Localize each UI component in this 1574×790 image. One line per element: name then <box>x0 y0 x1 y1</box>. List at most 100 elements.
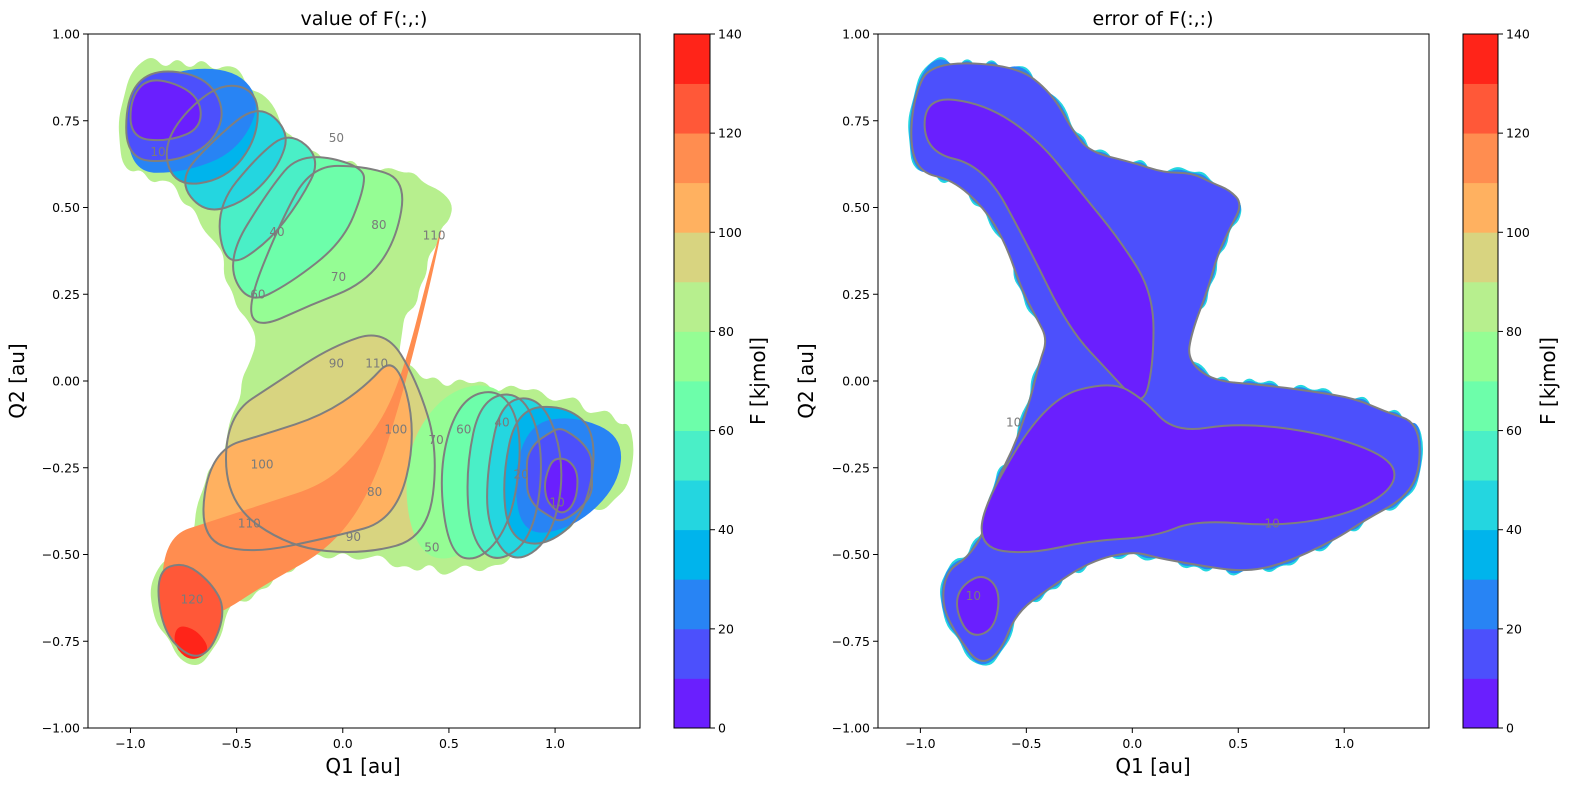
colorbar-level <box>674 430 710 481</box>
y-tick-label: 0.00 <box>842 374 870 389</box>
colorbar-tick-label: 80 <box>718 324 734 339</box>
x-tick-label: −1.0 <box>115 736 145 751</box>
value-contour-line <box>129 79 202 142</box>
value-contour-labels: 10 50 40 60 70 80 110 90 110 100 100 110 80 70 60 90 50 4… <box>150 131 564 607</box>
y-tick-label: −1.00 <box>42 721 80 736</box>
colorbar-level <box>1463 480 1498 531</box>
colorbar-level <box>674 678 710 729</box>
contour-value-label: 90 <box>346 530 361 544</box>
contour-value-label: 60 <box>250 287 265 301</box>
contour-value-label: 40 <box>494 416 509 430</box>
colorbar-level <box>1463 579 1498 630</box>
colorbar-level <box>1463 430 1498 481</box>
colorbar-tick-label: 40 <box>1506 522 1522 537</box>
value-contour-line <box>440 391 521 560</box>
x-tick-label: 0.5 <box>1228 736 1248 751</box>
value-contour-line <box>486 397 563 559</box>
contour-value-label: 80 <box>367 485 382 499</box>
colorbar-level <box>674 281 710 332</box>
y-tick-label: −0.75 <box>42 634 80 649</box>
value-level-region <box>162 230 442 625</box>
colorbar-level <box>1463 281 1498 332</box>
contour-value-label: 60 <box>456 423 471 437</box>
contour-value-label: 10 <box>150 145 165 159</box>
error-band-0 <box>980 384 1396 554</box>
value-contour-line <box>202 364 413 552</box>
y-tick-label: 0.75 <box>52 113 80 128</box>
value-level-region <box>233 157 364 298</box>
colorbar-tick-label: 60 <box>1506 423 1522 438</box>
colorbar-level <box>674 133 710 184</box>
y-tick-label: −0.75 <box>832 634 870 649</box>
colorbar-level <box>674 34 710 84</box>
value-contour-line <box>250 164 404 324</box>
colorbar-level <box>1463 628 1498 679</box>
colorbar-tick-label: 140 <box>1506 27 1530 42</box>
y-tick-label: 1.00 <box>842 27 870 42</box>
colorbar-tick-label: 140 <box>718 27 742 42</box>
x-tick-label: 0.0 <box>1122 736 1142 751</box>
value-contour-line <box>184 110 287 211</box>
contour-value-label: 70 <box>429 433 444 447</box>
x-tick-label: 1.0 <box>1334 736 1354 751</box>
colorbar-frame <box>1462 33 1499 729</box>
colorbar-level <box>1463 678 1498 729</box>
colorbar-tick-label: 40 <box>718 522 734 537</box>
contour-value-label: 50 <box>424 541 439 555</box>
colorbar-level <box>1463 381 1498 431</box>
colorbar-level <box>674 381 710 431</box>
x-tick-label: 1.0 <box>545 736 565 751</box>
colorbar-level <box>674 628 710 679</box>
contour-value-label: 120 <box>181 593 204 607</box>
contour-value-label: 110 <box>238 516 261 530</box>
colorbar-level <box>1463 529 1498 580</box>
x-tick-label: 0.5 <box>439 736 459 751</box>
contour-value-label: 100 <box>251 457 274 471</box>
value-y-ticks: −1.00 −0.75 −0.50 −0.25 0.00 0.25 0.50 0.75 1.00 <box>42 27 88 736</box>
colorbar-tick-label: 0 <box>1506 721 1514 736</box>
contour-value-label: 90 <box>329 357 344 371</box>
colorbar-tick-label: 120 <box>718 126 742 141</box>
value-contour-line <box>466 393 542 559</box>
colorbar-frame <box>673 33 711 729</box>
value-contour-line <box>125 70 223 162</box>
value-panel-title: value of F(:,:) <box>301 8 428 30</box>
value-contour-line <box>218 136 317 262</box>
colorbar-level <box>1463 232 1498 283</box>
colorbar-tick-label: 100 <box>718 225 742 240</box>
y-tick-label: 1.00 <box>52 27 80 42</box>
colorbar-tick-label: 120 <box>1506 126 1530 141</box>
contour-value-label: 110 <box>423 228 446 242</box>
x-tick-label: 0.0 <box>333 736 353 751</box>
value-level-region <box>158 564 223 656</box>
value-colorbar-ticks: 0 20 40 60 80 100 120 140 <box>710 27 742 736</box>
value-x-axis-label: Q1 [au] <box>325 754 400 778</box>
contour-value-label: 40 <box>269 225 284 239</box>
y-tick-label: −1.00 <box>832 721 870 736</box>
colorbar-level <box>674 182 710 233</box>
colorbar-level <box>674 83 710 134</box>
x-tick-label: −1.0 <box>905 736 935 751</box>
value-contour-line <box>543 457 579 514</box>
colorbar-tick-label: 60 <box>718 423 734 438</box>
value-panel: value of F(:,:) 10 50 40 60 70 80 110 90 110 100 1… <box>5 8 770 778</box>
colorbar-level <box>1463 133 1498 184</box>
error-contour-labels: 10 10 10 <box>966 416 1280 604</box>
y-tick-label: −0.50 <box>42 547 80 562</box>
contour-value-label: 10 <box>550 495 565 509</box>
value-contour-line <box>165 84 259 185</box>
contour-value-label: 20 <box>513 468 528 482</box>
value-x-ticks: −1.0 −0.5 0.0 0.5 1.0 <box>115 728 565 751</box>
error-band-0 <box>923 98 1155 400</box>
colorbar-level <box>1463 182 1498 233</box>
y-tick-label: 0.50 <box>52 200 80 215</box>
colorbar-level <box>1463 331 1498 382</box>
contour-value-label: 70 <box>331 270 346 284</box>
colorbar-level <box>674 579 710 630</box>
contour-value-label: 10 <box>966 589 981 603</box>
value-plot-area <box>118 58 634 666</box>
error-colorbar-ticks: 0 20 40 60 80 100 120 140 <box>1498 27 1530 736</box>
error-x-ticks: −1.0 −0.5 0.0 0.5 1.0 <box>905 728 1354 751</box>
contour-value-label: 10 <box>1265 516 1280 530</box>
